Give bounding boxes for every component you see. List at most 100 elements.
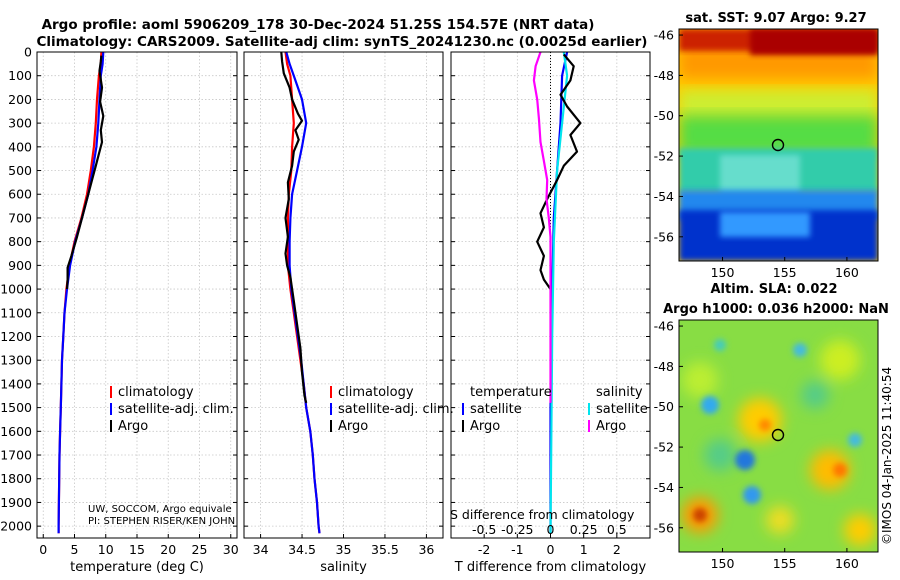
map-x-tick-label: 150	[711, 556, 735, 571]
sst-heatmap	[679, 29, 878, 261]
salinity-legend: climatology satellite-adj. clim. Argo	[330, 385, 454, 434]
map-x-tick-label: 150	[711, 265, 735, 280]
s-tick-label: 0.25	[570, 522, 598, 537]
x-tick-label: 35	[336, 542, 352, 557]
legend-title-temperature: temperature	[470, 385, 552, 400]
sla-map-frame	[678, 319, 879, 553]
map-y-tick-label: -48	[654, 68, 674, 83]
x-tick-label: 25	[192, 542, 208, 557]
legend-label-s-satellite: satellite	[596, 402, 648, 417]
y-tick-label: 2000	[0, 519, 32, 534]
series-s-argo	[532, 51, 552, 403]
map-y-tick-label: -56	[654, 229, 674, 244]
legend-label-t-satellite: satellite	[470, 402, 522, 417]
x-tick-label: 5	[71, 542, 79, 557]
legend-label-argo: Argo	[338, 419, 368, 434]
x-tick-label: 2	[613, 542, 621, 557]
difference-legend: temperature salinity satellite Argo sate…	[462, 385, 648, 434]
s-tick-label: 0	[547, 522, 555, 537]
map-y-tick-label: -54	[654, 480, 674, 495]
map-y-tick-label: -52	[654, 440, 674, 455]
figure-title-line2: Climatology: CARS2009. Satellite-adj cli…	[37, 34, 648, 50]
x-tick-label: 34.5	[288, 542, 316, 557]
map-y-tick-label: -54	[654, 189, 674, 204]
s-tick-label: 0.5	[607, 522, 627, 537]
legend-label-climatology: climatology	[338, 385, 414, 400]
salinity-panel: 34 34.5 35 35.5 36 salinity	[243, 51, 444, 575]
x-tick-label: 34	[253, 542, 269, 557]
series-t-argo	[536, 53, 582, 290]
y-tick-label: 400	[8, 139, 32, 154]
y-tick-label: 1500	[0, 400, 32, 415]
y-tick-label: 1600	[0, 424, 32, 439]
y-tick-label: 1200	[0, 329, 32, 344]
s-tick-label: -0.25	[501, 522, 533, 537]
sla-map-axes: -46 -48 -50 -52 -54 -56 150 155 160	[654, 319, 859, 571]
sla-map-title-line1: Altim. SLA: 0.022	[711, 282, 838, 297]
map-y-tick-label: -52	[654, 149, 674, 164]
x-axis-label: salinity	[320, 560, 367, 575]
legend-label-climatology: climatology	[118, 385, 194, 400]
legend-label-satellite: satellite-adj. clim.	[338, 402, 454, 417]
difference-panel: -2 -1 0 1 2 T difference from climatology	[450, 51, 651, 575]
s-difference-tick-labels: -0.5 -0.25 0 0.25 0.5	[472, 522, 627, 537]
y-tick-label: 0	[24, 45, 32, 60]
map-y-tick-label: -48	[654, 359, 674, 374]
y-tick-label: 1100	[0, 305, 32, 320]
map-x-tick-label: 160	[835, 265, 859, 280]
sla-profile-marker	[771, 428, 785, 442]
series-argo	[280, 51, 308, 404]
x-tick-label: 36	[418, 542, 434, 557]
sst-map-axes: -46 -48 -50 -52 -54 -56 150 155 160	[654, 28, 859, 280]
dataset-note-line1: UW, SOCCOM, Argo equivale	[88, 504, 232, 515]
map-y-tick-label: -46	[654, 28, 674, 43]
sst-map-frame	[678, 28, 879, 262]
y-tick-label: 600	[8, 187, 32, 202]
y-tick-label: 1400	[0, 376, 32, 391]
x-tick-label: 0	[547, 542, 555, 557]
x-axis-label: T difference from climatology	[454, 560, 647, 575]
series-satellite-adj-clim-	[285, 51, 321, 534]
sst-map-title: sat. SST: 9.07 Argo: 9.27	[685, 11, 866, 26]
y-tick-label: 1300	[0, 353, 32, 368]
legend-label-s-argo: Argo	[596, 419, 626, 434]
figure-title-line1: Argo profile: aoml 5906209_178 30-Dec-20…	[42, 17, 595, 33]
series-climatology	[57, 51, 103, 534]
x-tick-label: 15	[129, 542, 145, 557]
y-tick-label: 200	[8, 92, 32, 107]
y-tick-label: 500	[8, 163, 32, 178]
x-tick-label: 0	[39, 542, 47, 557]
map-y-tick-label: -50	[654, 399, 674, 414]
series-climatology	[284, 51, 321, 534]
temperature-legend: climatology satellite-adj. clim. Argo	[110, 385, 234, 434]
y-tick-label: 1800	[0, 471, 32, 486]
legend-title-salinity: salinity	[596, 385, 643, 400]
s-difference-axis-label: S difference from climatology	[450, 507, 635, 522]
x-tick-label: 1	[580, 542, 588, 557]
y-tick-label: 900	[8, 258, 32, 273]
x-tick-label: -2	[478, 542, 490, 557]
x-axis-label: temperature (deg C)	[70, 560, 204, 575]
x-tick-label: 30	[223, 542, 239, 557]
temperature-panel: 0100200300400500600700800900100011001200…	[0, 45, 239, 576]
s-tick-label: -0.5	[472, 522, 496, 537]
dataset-note-line2: PI: STEPHEN RISER/KEN JOHN	[88, 516, 235, 527]
x-tick-label: 35.5	[371, 542, 399, 557]
x-tick-label: 20	[160, 542, 176, 557]
series-s-satellite	[549, 51, 569, 534]
y-tick-label: 1700	[0, 448, 32, 463]
series-argo	[65, 55, 105, 290]
legend-label-argo: Argo	[118, 419, 148, 434]
y-tick-label: 1900	[0, 495, 32, 510]
y-tick-label: 300	[8, 116, 32, 131]
y-tick-label: 1000	[0, 282, 32, 297]
y-tick-label: 800	[8, 234, 32, 249]
sla-map-title-line2: Argo h1000: 0.036 h2000: NaN	[663, 302, 889, 317]
map-x-tick-label: 155	[773, 265, 797, 280]
map-y-tick-label: -46	[654, 319, 674, 334]
map-x-tick-label: 155	[773, 556, 797, 571]
legend-label-satellite: satellite-adj. clim.	[118, 402, 234, 417]
map-x-tick-label: 160	[835, 556, 859, 571]
y-tick-label: 100	[8, 68, 32, 83]
